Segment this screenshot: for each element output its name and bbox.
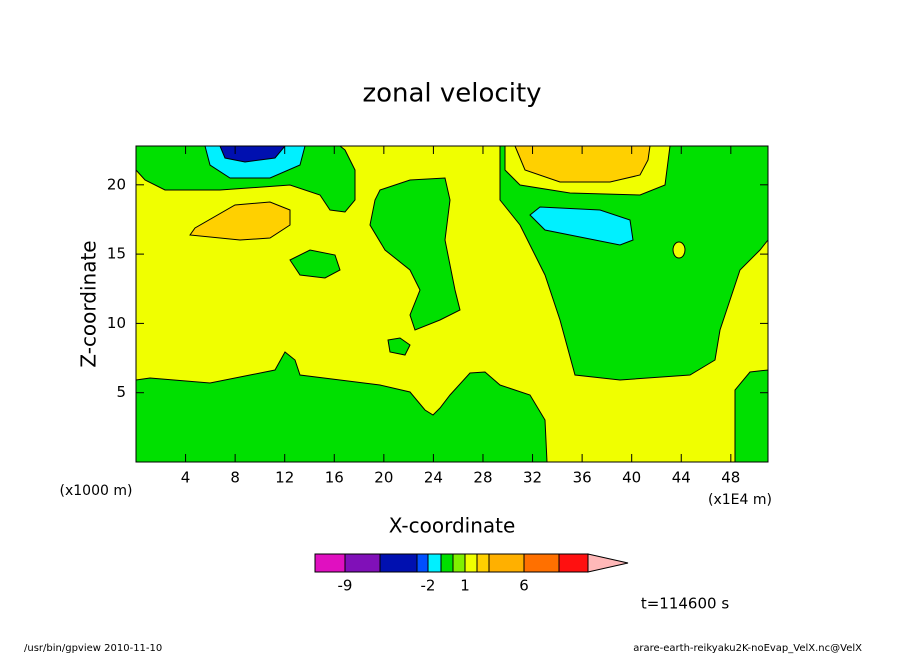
x-tick-label: 40 <box>622 469 641 487</box>
y-axis-label: Z-coordinate <box>77 240 101 367</box>
colorbar-segment <box>314 553 346 573</box>
footer-left: /usr/bin/gpview 2010-11-10 <box>24 643 162 654</box>
colorbar-segment <box>452 553 466 573</box>
colorbar-label: 1 <box>460 577 470 595</box>
colorbar-label: -9 <box>338 577 353 595</box>
x-tick-label: 48 <box>721 469 740 487</box>
x-tick-label: 8 <box>230 469 240 487</box>
colorbar-segment <box>416 553 429 573</box>
colorbar-segment <box>440 553 454 573</box>
x-tick-label: 16 <box>325 469 344 487</box>
x-tick-label: 24 <box>424 469 443 487</box>
time-label: t=114600 s <box>641 595 729 613</box>
colorbar-segment <box>523 553 560 573</box>
colorbar-segment <box>344 553 381 573</box>
colorbar-label: -2 <box>421 577 436 595</box>
x-tick-label: 36 <box>573 469 592 487</box>
x-tick-label: 44 <box>672 469 691 487</box>
y-tick-label: 15 <box>107 245 126 263</box>
colorbar-extension <box>587 553 629 573</box>
y-tick-label: 20 <box>107 175 126 193</box>
colorbar-segment <box>427 553 442 573</box>
colorbar-segment <box>476 553 490 573</box>
colorbar-segment <box>379 553 418 573</box>
x-tick-label: 20 <box>374 469 393 487</box>
contour-field <box>135 145 769 463</box>
x-tick-label: 12 <box>275 469 294 487</box>
x-tick-label: 4 <box>181 469 191 487</box>
y-tick-label: 5 <box>116 383 126 401</box>
x-unit: (x1E4 m) <box>708 492 772 508</box>
x-tick-label: 28 <box>473 469 492 487</box>
colorbar-segment <box>488 553 525 573</box>
footer-right: arare-earth-reikyaku2K-noEvap_VelX.nc@Ve… <box>633 643 862 654</box>
chart-title: zonal velocity <box>362 79 541 109</box>
x-tick-label: 32 <box>523 469 542 487</box>
colorbar-label: 6 <box>519 577 529 595</box>
y-tick-label: 10 <box>107 314 126 332</box>
colorbar-segment <box>558 553 589 573</box>
y-unit: (x1000 m) <box>60 483 133 499</box>
colorbar-segment <box>464 553 478 573</box>
x-axis-label: X-coordinate <box>389 514 516 538</box>
